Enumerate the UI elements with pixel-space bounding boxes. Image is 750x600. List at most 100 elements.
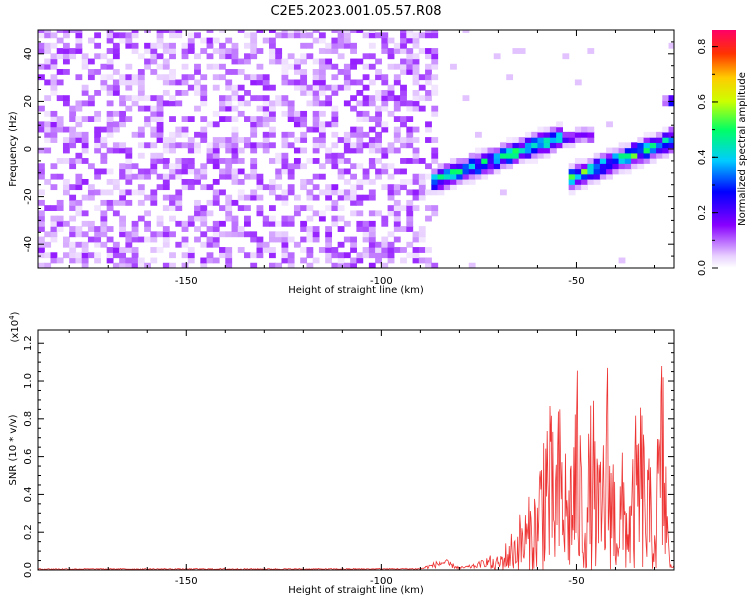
heatmap-cell — [87, 37, 95, 44]
heatmap-cell — [443, 184, 451, 191]
heatmap-cell — [375, 131, 382, 138]
heatmap-cell — [312, 121, 320, 128]
heatmap-cell — [387, 205, 395, 212]
heatmap-cell — [175, 205, 183, 212]
heatmap-cell — [549, 137, 557, 143]
heatmap-cell — [431, 53, 439, 60]
heatmap-cell — [119, 247, 126, 253]
heatmap-cell — [150, 168, 158, 175]
heatmap-cell — [518, 147, 526, 154]
heatmap-cell — [312, 110, 320, 117]
heatmap-cell — [181, 42, 189, 49]
heatmap-cell — [106, 178, 114, 185]
heatmap-cell — [306, 42, 314, 49]
heatmap-cell — [574, 178, 582, 185]
heatmap-cell — [368, 95, 376, 102]
heatmap-cell — [300, 147, 308, 154]
heatmap-cell — [119, 147, 126, 154]
heatmap-cell — [62, 241, 70, 248]
heatmap-cell — [231, 53, 239, 60]
heatmap-cell — [231, 42, 239, 49]
heatmap-cell — [100, 84, 108, 91]
heatmap-cell — [393, 220, 401, 227]
heatmap-cell — [94, 168, 102, 175]
snr-y-axis: 0.00.20.40.60.81.01.2 — [23, 335, 674, 578]
heatmap-cell — [337, 194, 345, 201]
heatmap-cell — [62, 42, 70, 49]
heatmap-cell — [262, 37, 270, 44]
heatmap-cell — [156, 131, 164, 138]
heatmap-cell — [393, 210, 401, 217]
heatmap-cell — [44, 32, 52, 39]
heatmap-cell — [62, 220, 70, 227]
heatmap-cell — [356, 252, 364, 259]
heatmap-cell — [194, 178, 201, 185]
heatmap-cell — [162, 137, 170, 143]
heatmap-cell — [112, 32, 120, 39]
heatmap-cell — [162, 262, 170, 268]
heatmap-cell — [69, 116, 77, 122]
heatmap-cell — [112, 210, 120, 217]
heatmap-cell — [200, 48, 208, 54]
heatmap-cell — [624, 163, 632, 170]
heatmap-cell — [244, 215, 251, 222]
heatmap-cell — [318, 215, 326, 222]
heatmap-cell — [412, 189, 420, 196]
heatmap-cell — [637, 163, 645, 170]
heatmap-cell — [112, 184, 120, 191]
heatmap-cell — [618, 142, 626, 149]
heatmap-cell — [69, 241, 77, 248]
heatmap-cell — [219, 231, 226, 238]
heatmap-cell — [94, 89, 102, 96]
heatmap-cell — [362, 116, 370, 122]
heatmap-cell — [262, 215, 270, 222]
heatmap-cell — [81, 53, 89, 60]
heatmap-cell — [250, 168, 258, 175]
heatmap-cell — [581, 173, 588, 180]
heatmap-cell — [493, 152, 501, 159]
heatmap-cell — [281, 247, 289, 253]
heatmap-cell — [318, 58, 326, 65]
heatmap-cell — [450, 63, 457, 70]
heatmap-cell — [56, 215, 64, 222]
heatmap-cell — [175, 142, 183, 149]
heatmap-cell — [244, 116, 251, 122]
heatmap-cell — [462, 95, 470, 102]
heatmap-cell — [181, 220, 189, 227]
heatmap-cell — [287, 252, 295, 259]
heatmap-cell — [119, 142, 126, 149]
heatmap-cell — [593, 163, 601, 170]
heatmap-cell — [412, 32, 420, 39]
heatmap-cell — [362, 252, 370, 259]
heatmap-cell — [300, 58, 308, 65]
y-tick-label: 1.0 — [23, 373, 34, 389]
heatmap-cell — [381, 95, 389, 102]
heatmap-cell — [518, 152, 526, 159]
heatmap-cell — [200, 89, 208, 96]
heatmap-cell — [56, 126, 64, 133]
heatmap-cell — [194, 210, 201, 217]
heatmap-cell — [206, 121, 214, 128]
x-tick-label: -150 — [175, 276, 198, 287]
heatmap-cell — [62, 189, 70, 196]
heatmap-cell — [325, 252, 333, 259]
heatmap-cell — [331, 215, 339, 222]
heatmap-cell — [406, 37, 414, 44]
heatmap-cell — [312, 257, 320, 264]
heatmap-cell — [38, 168, 45, 175]
heatmap-cell — [287, 163, 295, 170]
heatmap-cell — [287, 189, 295, 196]
heatmap-cell — [69, 231, 77, 238]
heatmap-cell — [81, 142, 89, 149]
heatmap-cell — [244, 137, 251, 143]
heatmap-cell — [131, 236, 139, 243]
heatmap-cell — [169, 173, 176, 180]
heatmap-cell — [219, 53, 226, 60]
snr-frame — [37, 329, 675, 571]
y-tick-label: -20 — [23, 188, 34, 204]
heatmap-cell — [287, 220, 295, 227]
heatmap-cell — [649, 137, 657, 143]
heatmap-cell — [312, 69, 320, 75]
heatmap-cell — [656, 142, 663, 149]
heatmap-cell — [300, 89, 308, 96]
